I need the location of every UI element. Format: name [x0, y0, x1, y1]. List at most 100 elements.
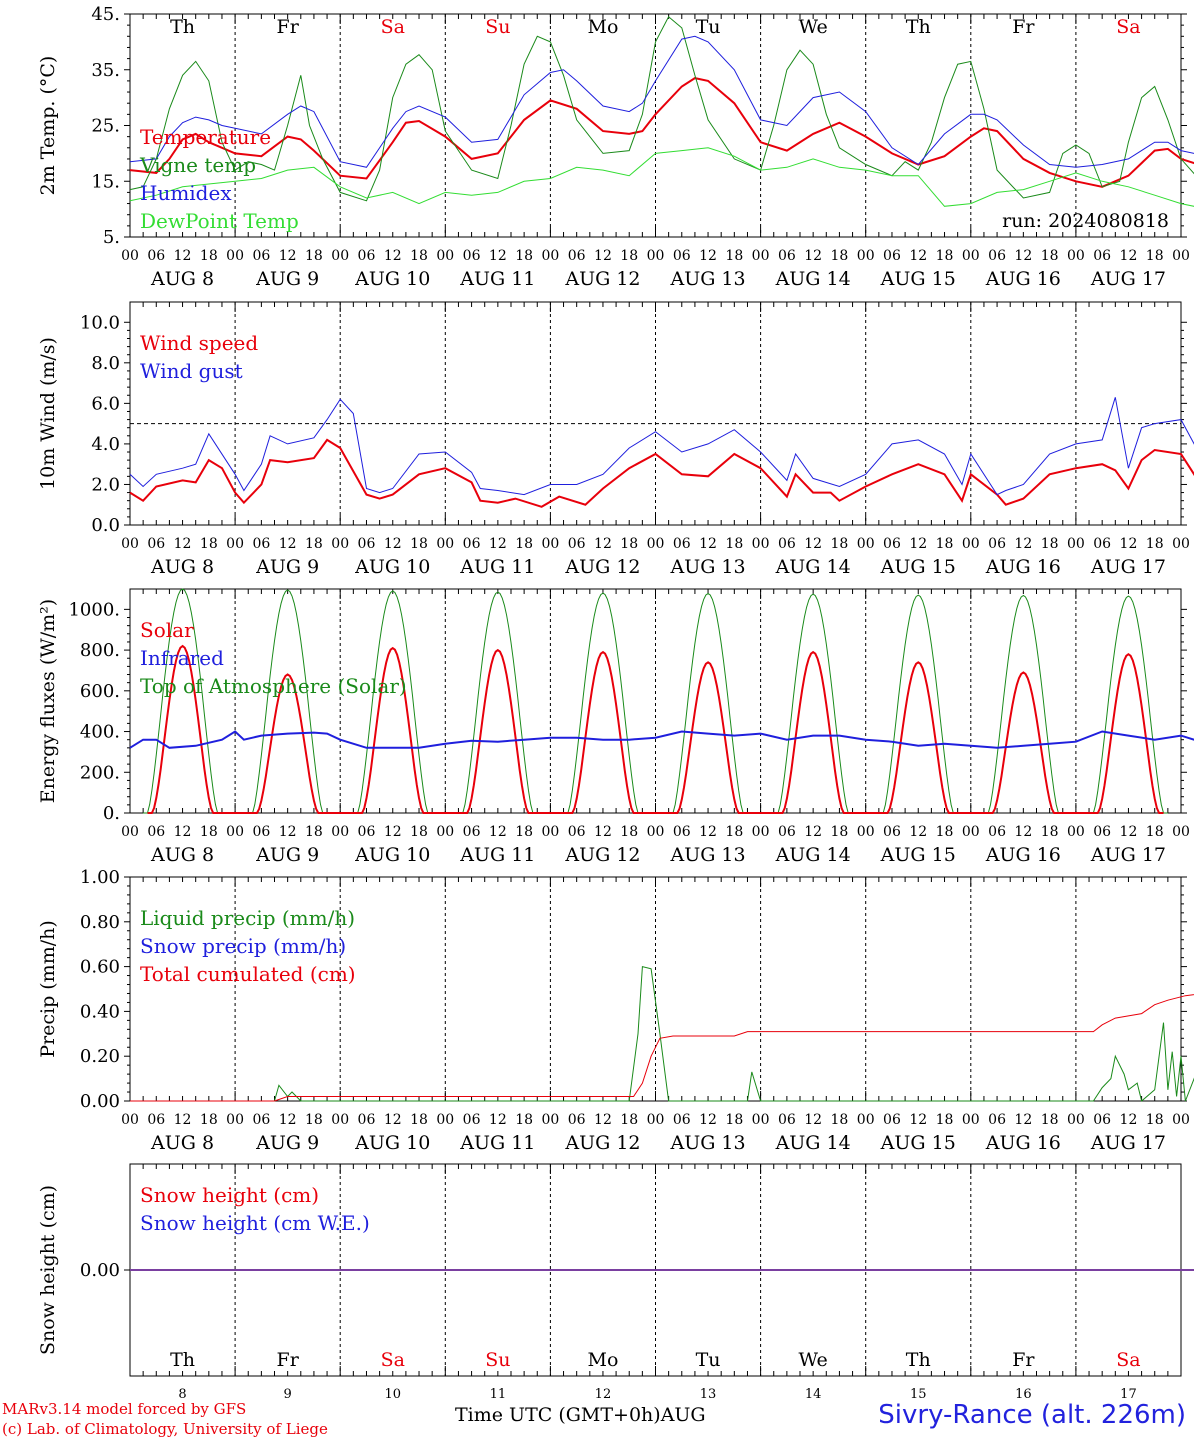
y-tick-label: 10.0: [80, 312, 120, 333]
series-line: [130, 965, 1194, 1102]
hour-label: 18: [410, 824, 428, 840]
legend-entry: Solar: [140, 618, 194, 642]
legend-entry: DewPoint Temp: [140, 209, 299, 233]
day-number: 8: [178, 1387, 186, 1402]
hour-label: 18: [200, 1112, 218, 1128]
hour-label: 06: [568, 824, 586, 840]
hour-label: 06: [778, 824, 796, 840]
hour-label: 00: [541, 248, 559, 264]
hour-label: 06: [568, 536, 586, 552]
date-label: AUG 10: [354, 1132, 430, 1154]
hour-label: 12: [909, 248, 927, 264]
date-label: AUG 11: [459, 844, 535, 866]
hour-label: 00: [1067, 824, 1085, 840]
hour-label: 12: [489, 536, 507, 552]
model-credit: MARv3.14 model forced by GFS: [2, 1400, 247, 1418]
y-axis-label: Precip (mm/h): [37, 920, 59, 1058]
weekday-label: Th: [170, 1349, 195, 1371]
hour-label: 00: [1067, 248, 1085, 264]
weekday-label: Tu: [696, 1349, 721, 1371]
hour-label: 18: [200, 824, 218, 840]
hour-label: 00: [1172, 248, 1190, 264]
date-label: AUG 10: [354, 268, 430, 290]
hour-label: 12: [909, 536, 927, 552]
hour-label: 12: [594, 824, 612, 840]
weekday-label: Su: [485, 16, 510, 38]
hour-label: 06: [778, 536, 796, 552]
y-axis-label: 2m Temp. (°C): [37, 56, 59, 196]
hour-label: 00: [1172, 824, 1190, 840]
day-number: 17: [1120, 1387, 1137, 1402]
date-label: AUG 10: [354, 844, 430, 866]
legend-entry: Vigne temp: [139, 153, 256, 177]
hour-label: 18: [831, 536, 849, 552]
hour-label: 06: [358, 536, 376, 552]
weekday-label: Mo: [587, 16, 618, 38]
hour-label: 12: [1120, 248, 1138, 264]
date-label: AUG 12: [564, 268, 640, 290]
hour-label: 12: [174, 248, 192, 264]
hour-label: 00: [121, 824, 139, 840]
hour-label: 00: [752, 536, 770, 552]
legend-entry: Wind gust: [140, 359, 243, 383]
date-label: AUG 14: [775, 1132, 851, 1154]
hour-label: 00: [857, 824, 875, 840]
hour-label: 06: [883, 248, 901, 264]
hour-label: 12: [804, 824, 822, 840]
hour-label: 12: [489, 248, 507, 264]
hour-label: 06: [778, 248, 796, 264]
hour-label: 06: [1093, 1112, 1111, 1128]
hour-label: 12: [804, 536, 822, 552]
y-tick-label: 2.0: [91, 474, 120, 495]
y-tick-label: 0.60: [80, 957, 120, 978]
hour-label: 18: [936, 248, 954, 264]
date-label: AUG 15: [880, 268, 956, 290]
date-label: AUG 11: [459, 1132, 535, 1154]
hour-label: 18: [620, 1112, 638, 1128]
series-line: [129, 77, 1194, 188]
date-label: AUG 14: [775, 556, 851, 578]
hour-label: 00: [331, 824, 349, 840]
hour-label: 00: [752, 1112, 770, 1128]
y-tick-label: 0.00: [80, 1260, 120, 1281]
date-label: AUG 12: [564, 1132, 640, 1154]
hour-label: 00: [541, 824, 559, 840]
hour-label: 12: [699, 824, 717, 840]
hour-label: 18: [410, 248, 428, 264]
hour-label: 00: [331, 248, 349, 264]
y-tick-label: 800.: [80, 640, 120, 661]
hour-label: 12: [384, 536, 402, 552]
hour-label: 00: [541, 536, 559, 552]
hour-label: 12: [594, 248, 612, 264]
hour-label: 00: [436, 248, 454, 264]
date-label: AUG 9: [255, 844, 319, 866]
date-label: AUG 14: [775, 844, 851, 866]
hour-label: 06: [147, 536, 165, 552]
series-line: [129, 35, 1194, 168]
weekday-label: Th: [170, 16, 195, 38]
hour-label: 18: [200, 248, 218, 264]
hour-label: 12: [1014, 248, 1032, 264]
hour-label: 18: [1146, 824, 1164, 840]
month-label: AUG: [660, 1404, 706, 1426]
day-number: 13: [700, 1387, 717, 1402]
day-number: 9: [284, 1387, 292, 1402]
hour-label: 12: [909, 824, 927, 840]
y-tick-label: 0.40: [80, 1001, 120, 1022]
hour-label: 18: [936, 536, 954, 552]
hour-label: 18: [515, 1112, 533, 1128]
hour-label: 00: [1067, 536, 1085, 552]
series-line: [129, 16, 1194, 202]
weekday-label: Sa: [1116, 1349, 1140, 1371]
hour-label: 06: [252, 824, 270, 840]
hour-label: 00: [857, 536, 875, 552]
weekday-label: Sa: [381, 16, 405, 38]
hour-label: 12: [1014, 824, 1032, 840]
hour-label: 06: [252, 1112, 270, 1128]
hour-label: 00: [331, 1112, 349, 1128]
hour-label: 06: [883, 1112, 901, 1128]
weekday-label: Th: [906, 16, 931, 38]
hour-label: 12: [1014, 536, 1032, 552]
hour-label: 06: [463, 1112, 481, 1128]
hour-label: 12: [279, 536, 297, 552]
